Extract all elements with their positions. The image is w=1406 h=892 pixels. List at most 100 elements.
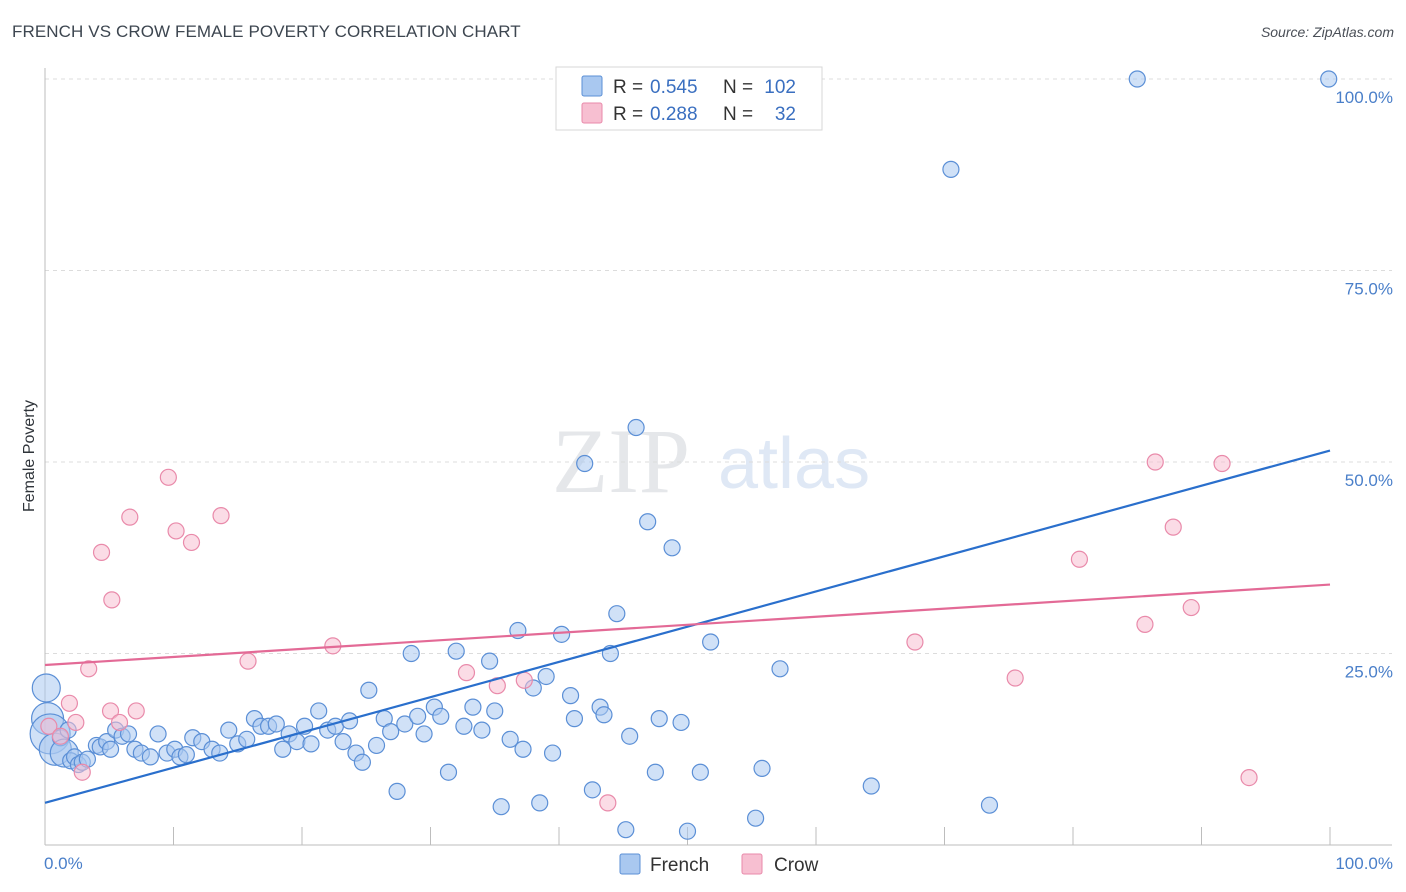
crow-point-9 xyxy=(110,713,129,732)
french-point-92 xyxy=(672,713,690,732)
french-point-102 xyxy=(1128,70,1146,88)
crow-point-1 xyxy=(51,727,70,745)
french-point-55 xyxy=(396,715,414,733)
legend-r-label-crow: R = xyxy=(613,104,643,125)
crow-point-22 xyxy=(906,633,924,651)
legend-r-crow: 0.288 xyxy=(650,104,698,125)
crow-point-21 xyxy=(599,794,617,812)
crow-point-5 xyxy=(80,660,98,678)
french-point-88 xyxy=(639,513,657,531)
legend-n-label-crow: N = xyxy=(723,104,753,125)
french-trend-line xyxy=(44,449,1331,804)
french-point-96 xyxy=(753,759,771,778)
french-point-56 xyxy=(402,644,420,663)
french-point-49 xyxy=(353,753,371,771)
y-tick-labels: 100.0% 75.0% 50.0% 25.0% xyxy=(1335,88,1393,682)
french-point-98 xyxy=(771,660,789,678)
french-point-77 xyxy=(561,687,580,705)
french-point-74 xyxy=(537,667,555,686)
crow-point-24 xyxy=(1070,550,1089,568)
y-tick-label-100: 100.0% xyxy=(1335,88,1393,107)
french-point-94 xyxy=(691,763,709,781)
crow-point-8 xyxy=(103,591,121,609)
bottom-legend-french: French xyxy=(650,855,709,876)
crow-point-27 xyxy=(1164,518,1182,536)
watermark: ZIP atlas xyxy=(552,410,870,512)
crow-point-26 xyxy=(1146,453,1164,471)
french-point-51 xyxy=(367,736,386,755)
french-points xyxy=(29,70,1338,840)
crow-point-14 xyxy=(182,533,201,552)
french-point-75 xyxy=(543,744,562,762)
french-point-71 xyxy=(514,740,532,758)
watermark-atlas: atlas xyxy=(718,424,870,504)
french-point-58 xyxy=(415,725,433,743)
y-tick-label-50: 50.0% xyxy=(1345,471,1393,490)
watermark-zip: ZIP xyxy=(552,410,690,512)
crow-trend-line xyxy=(44,583,1331,667)
french-point-22 xyxy=(149,725,167,743)
french-point-57 xyxy=(409,707,427,725)
legend-r-label-french: R = xyxy=(613,77,643,98)
legend-swatch-french xyxy=(581,75,603,97)
french-point-31 xyxy=(220,721,238,739)
french-point-46 xyxy=(334,732,352,751)
chart-source: Source: ZipAtlas.com xyxy=(1260,24,1394,40)
legend-r-french: 0.545 xyxy=(650,77,698,98)
french-point-76 xyxy=(552,625,571,643)
french-point-89 xyxy=(646,763,664,781)
crow-point-6 xyxy=(92,543,111,561)
french-point-50 xyxy=(360,681,378,699)
y-tick-label-25: 25.0% xyxy=(1345,663,1393,682)
crow-point-11 xyxy=(127,702,145,720)
bottom-legend-crow: Crow xyxy=(774,855,819,876)
y-tick-label-75: 75.0% xyxy=(1345,280,1393,299)
crow-point-18 xyxy=(457,664,476,682)
french-point-73 xyxy=(531,794,549,812)
crow-point-3 xyxy=(67,713,85,732)
french-point-95 xyxy=(702,633,720,651)
french-point-53 xyxy=(382,723,400,741)
crow-point-2 xyxy=(60,694,79,712)
french-point-21 xyxy=(141,748,159,766)
crow-point-25 xyxy=(1136,615,1154,633)
french-point-65 xyxy=(473,721,491,739)
legend-n-label-french: N = xyxy=(723,77,753,98)
french-point-103 xyxy=(1320,70,1338,88)
french-point-99 xyxy=(862,777,880,795)
crow-point-4 xyxy=(73,763,91,781)
french-point-67 xyxy=(486,702,504,720)
crow-point-30 xyxy=(1240,768,1258,787)
french-point-84 xyxy=(608,605,626,623)
x-tick-labels: 0.0% 100.0% xyxy=(44,854,1393,873)
crow-point-12 xyxy=(159,468,177,486)
french-point-54 xyxy=(388,782,406,800)
french-point-82 xyxy=(595,706,613,724)
crow-point-20 xyxy=(515,671,533,689)
french-point-97 xyxy=(747,809,765,827)
french-point-38 xyxy=(274,740,292,758)
crow-point-0 xyxy=(40,717,58,735)
crow-point-15 xyxy=(212,507,230,525)
crow-point-19 xyxy=(488,677,506,695)
x-tick-label-max: 100.0% xyxy=(1335,854,1393,873)
french-point-63 xyxy=(455,717,473,735)
crow-point-13 xyxy=(167,522,185,540)
legend-n-crow: 32 xyxy=(775,104,796,125)
french-point-101 xyxy=(980,796,999,814)
french-point-37 xyxy=(267,715,285,733)
crow-point-16 xyxy=(239,652,257,670)
french-point-80 xyxy=(583,781,602,799)
crow-point-7 xyxy=(101,702,120,720)
french-point-90 xyxy=(650,710,668,728)
bottom-legend-swatch-french xyxy=(619,853,641,875)
x-tick-label-min: 0.0% xyxy=(44,854,83,873)
crow-points xyxy=(40,453,1258,812)
french-point-60 xyxy=(432,707,450,725)
legend-n-french: 102 xyxy=(764,77,796,98)
french-point-62 xyxy=(447,642,465,660)
crow-point-29 xyxy=(1213,454,1231,473)
french-point-68 xyxy=(492,798,510,816)
french-point-18 xyxy=(119,725,138,743)
